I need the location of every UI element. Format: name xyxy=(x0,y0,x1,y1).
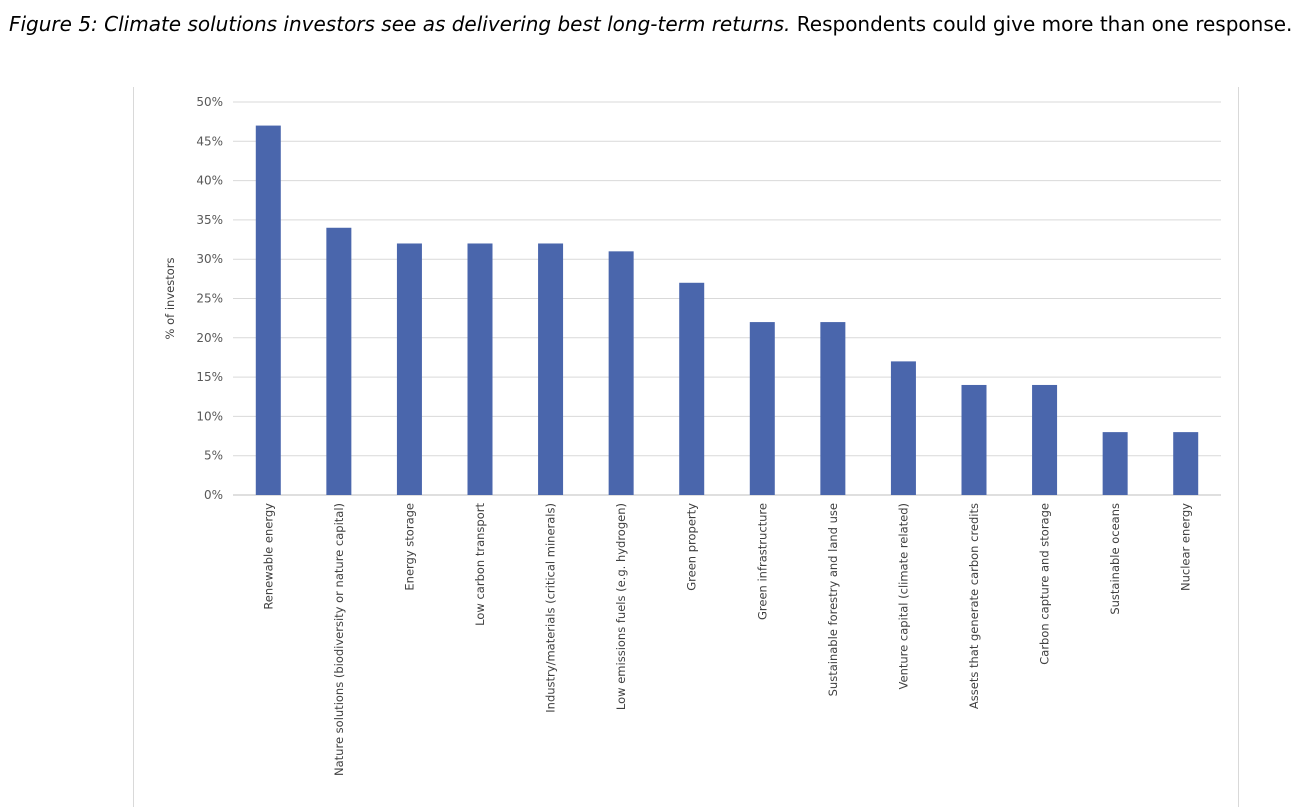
x-category-label: Sustainable forestry and land use xyxy=(826,503,840,696)
x-category-label: Renewable energy xyxy=(261,503,275,610)
chart-frame: 0% 5% 10% 15% 20% 25% 30% 35% 40% 45% 50% Renewabl… xyxy=(133,87,1239,807)
bar xyxy=(679,282,705,495)
bar xyxy=(1032,384,1058,495)
y-tick-label: 40% xyxy=(196,174,223,188)
y-tick-label: 45% xyxy=(196,134,223,148)
bars xyxy=(255,125,1199,495)
x-category-label: Sustainable oceans xyxy=(1108,503,1122,615)
y-axis-ticks: 0% 5% 10% 15% 20% 25% 30% 35% 40% 45% 50% xyxy=(196,95,223,502)
x-category-label: Green infrastructure xyxy=(755,503,769,620)
y-tick-label: 10% xyxy=(196,409,223,423)
y-tick-label: 35% xyxy=(196,213,223,227)
bar xyxy=(1173,432,1199,495)
bar xyxy=(890,361,916,495)
figure-caption: Figure 5: Climate solutions investors se… xyxy=(9,10,1304,38)
bar xyxy=(961,384,987,495)
y-tick-label: 15% xyxy=(196,370,223,384)
x-category-label: Assets that generate carbon credits xyxy=(967,503,981,709)
bar xyxy=(820,322,846,495)
bar xyxy=(749,322,775,495)
x-category-label: Low emissions fuels (e.g. hydrogen) xyxy=(614,503,628,710)
bar-chart: 0% 5% 10% 15% 20% 25% 30% 35% 40% 45% 50% Renewabl… xyxy=(163,95,1221,776)
x-category-label: Energy storage xyxy=(402,503,416,591)
bar xyxy=(1102,432,1128,495)
x-category-label: Carbon capture and storage xyxy=(1038,503,1052,665)
y-tick-label: 20% xyxy=(196,331,223,345)
gridlines xyxy=(233,101,1221,496)
bar xyxy=(255,125,281,495)
y-tick-label: 0% xyxy=(204,488,223,502)
bar xyxy=(326,227,352,495)
x-category-label: Green property xyxy=(685,503,699,591)
x-category-label: Nuclear energy xyxy=(1179,503,1193,591)
y-tick-label: 30% xyxy=(196,252,223,266)
x-category-label: Industry/materials (critical minerals) xyxy=(544,503,558,713)
caption-italic: Figure 5: Climate solutions investors se… xyxy=(9,12,791,36)
x-category-label: Nature solutions (biodiversity or nature… xyxy=(332,503,346,776)
x-axis-labels: Renewable energy Nature solutions (biodiv… xyxy=(261,503,1192,776)
bar xyxy=(396,243,422,495)
bar xyxy=(467,243,493,495)
x-category-label: Venture capital (climate related) xyxy=(896,503,910,689)
y-tick-label: 25% xyxy=(196,292,223,306)
y-tick-label: 5% xyxy=(204,449,223,463)
bar xyxy=(538,243,564,495)
bar xyxy=(608,251,634,495)
y-axis-title: % of investors xyxy=(163,258,177,340)
caption-regular: Respondents could give more than one res… xyxy=(790,12,1293,36)
y-tick-label: 50% xyxy=(196,95,223,109)
x-category-label: Low carbon transport xyxy=(473,503,487,626)
